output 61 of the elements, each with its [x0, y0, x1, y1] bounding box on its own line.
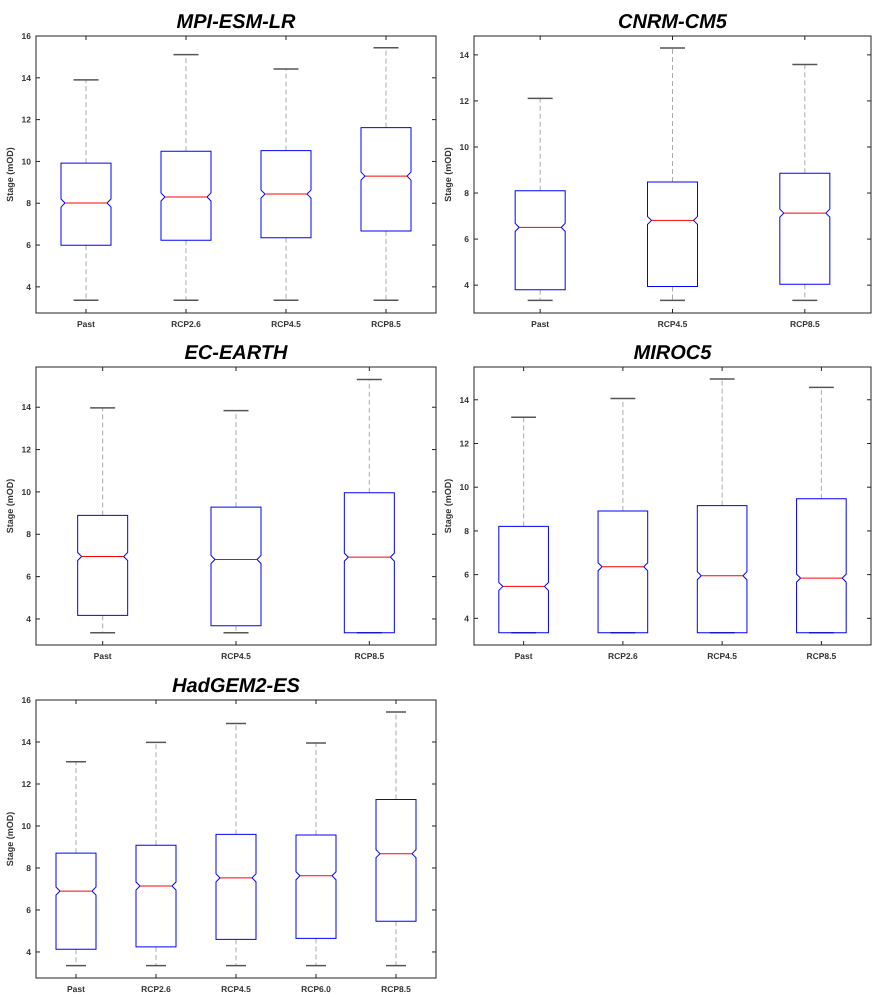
y-tick-label: 12 [22, 778, 32, 789]
x-tick-label: RCP2.6 [141, 984, 172, 994]
y-tick-label: 12 [460, 96, 470, 106]
y-tick-label: 8 [26, 529, 32, 540]
y-tick-label: 12 [22, 444, 32, 455]
x-tick-label: RCP2.6 [608, 651, 638, 661]
y-tick-label: 6 [464, 234, 470, 244]
y-tick-label: 16 [22, 694, 32, 705]
chart-title: MIROC5 [634, 342, 712, 364]
y-tick-label: 6 [26, 904, 32, 915]
y-tick-label: 4 [26, 946, 32, 957]
x-tick-label: Past [514, 651, 533, 661]
y-tick-label: 10 [22, 820, 32, 831]
y-axis-title: Stage (mOD) [5, 812, 15, 866]
y-axis-title: Stage (mOD) [443, 478, 453, 534]
x-tick-label: RCP8.5 [806, 651, 837, 661]
y-tick-label: 8 [464, 526, 470, 536]
x-tick-label: RCP4.5 [658, 319, 688, 329]
y-tick-label: 14 [22, 402, 32, 412]
y-tick-label: 8 [464, 188, 470, 198]
x-tick-label: RCP4.5 [221, 651, 252, 661]
y-tick-label: 10 [22, 156, 32, 166]
x-tick-label: RCP6.0 [301, 984, 332, 994]
y-tick-label: 4 [26, 282, 32, 292]
y-tick-label: 16 [22, 30, 32, 41]
y-tick-label: 14 [22, 72, 32, 83]
y-tick-label: 12 [460, 438, 470, 448]
y-tick-label: 14 [22, 736, 32, 747]
x-tick-label: RCP8.5 [381, 984, 412, 994]
y-tick-label: 8 [26, 198, 32, 208]
y-tick-label: 6 [464, 570, 470, 580]
chart-title: HadGEM2-ES [172, 675, 301, 697]
y-axis-title: Stage (mOD) [5, 147, 15, 202]
x-tick-label: RCP4.5 [221, 984, 252, 994]
y-tick-label: 6 [26, 572, 32, 582]
y-tick-label: 8 [26, 862, 32, 873]
y-tick-label: 4 [464, 280, 470, 290]
x-tick-label: RCP8.5 [790, 319, 820, 329]
y-tick-label: 10 [22, 486, 32, 497]
x-tick-label: RCP4.5 [707, 651, 738, 661]
y-tick-label: 12 [22, 114, 32, 125]
chart-title: CNRM-CM5 [618, 11, 728, 33]
x-tick-label: Past [67, 984, 86, 994]
y-tick-label: 4 [464, 613, 470, 624]
x-tick-label: RCP8.5 [354, 651, 384, 661]
x-tick-label: RCP8.5 [371, 319, 402, 329]
y-tick-label: 10 [460, 482, 470, 492]
y-tick-label: 10 [460, 142, 470, 152]
y-tick-label: 4 [26, 614, 32, 624]
y-axis-title: Stage (mOD) [5, 478, 15, 534]
chart-title: MPI-ESM-LR [176, 11, 296, 33]
x-tick-label: Past [77, 319, 96, 329]
x-tick-label: Past [531, 319, 550, 329]
x-tick-label: Past [94, 651, 112, 661]
y-tick-label: 6 [26, 240, 32, 250]
y-tick-label: 14 [460, 394, 470, 405]
x-tick-label: RCP2.6 [171, 319, 202, 329]
x-tick-label: RCP4.5 [271, 319, 302, 329]
chart-title: EC-EARTH [184, 342, 288, 364]
y-axis-title: Stage (mOD) [443, 147, 453, 202]
y-tick-label: 14 [460, 50, 470, 60]
